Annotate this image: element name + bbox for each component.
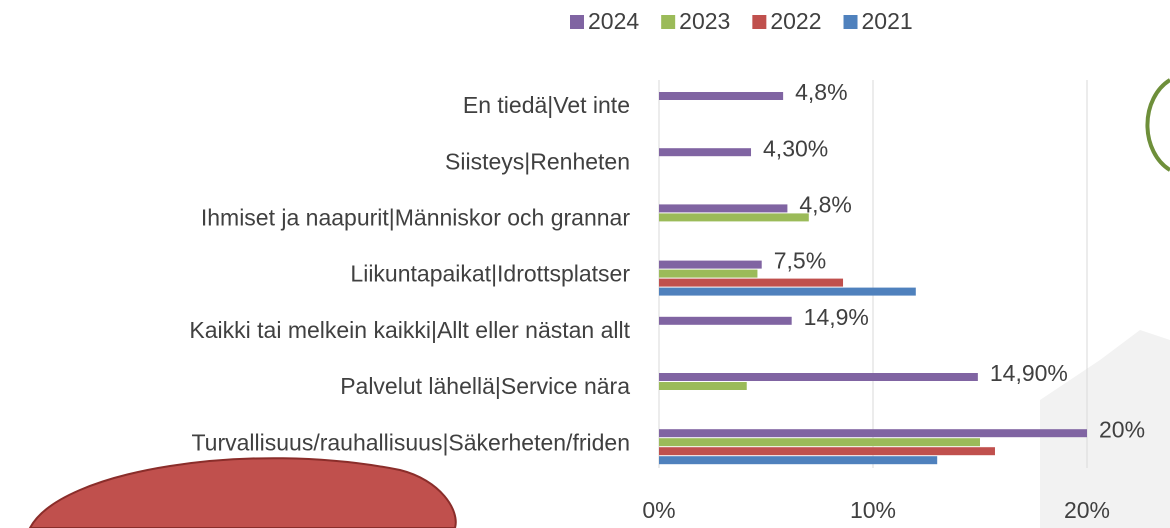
bar (659, 429, 1087, 437)
legend-label: 2024 (588, 8, 639, 34)
bar (659, 373, 978, 381)
category-label: Ihmiset ja naapurit|Människor och granna… (201, 204, 630, 230)
legend-swatch (661, 15, 675, 29)
category-label: Palvelut lähellä|Service nära (340, 373, 630, 399)
legend-swatch (752, 15, 766, 29)
page: 0% 10% 20% 2024 2023 2022 2021 En tiedä|Vet int… (0, 0, 1170, 528)
bar (659, 438, 980, 446)
annotation: 7,5% (774, 248, 826, 274)
bar (659, 279, 843, 287)
x-tick-label: 0% (642, 497, 675, 523)
category-label: Turvallisuus/rauhallisuus|Säkerheten/fri… (191, 429, 630, 455)
bar (659, 213, 809, 221)
category-label: Liikuntapaikat|Idrottsplatser (350, 261, 630, 287)
bar (659, 92, 783, 100)
chart: 0% 10% 20% 2024 2023 2022 2021 En tiedä|Vet int… (0, 0, 1170, 528)
bar (659, 288, 916, 296)
legend-label: 2022 (770, 8, 821, 34)
annotation: 4,8% (795, 79, 847, 105)
decoration-blob (30, 458, 456, 528)
legend-label: 2021 (862, 8, 913, 34)
bar (659, 148, 751, 156)
decoration-ring (1147, 80, 1170, 170)
annotation: 14,9% (804, 304, 869, 330)
bar (659, 261, 762, 269)
category-label: En tiedä|Vet inte (463, 92, 630, 118)
bar (659, 204, 787, 212)
x-tick-label: 10% (850, 497, 896, 523)
category-label: Kaikki tai melkein kaikki|Allt eller näs… (189, 317, 630, 343)
bar (659, 317, 792, 325)
bar (659, 270, 757, 278)
legend-label: 2023 (679, 8, 730, 34)
x-tick-label: 20% (1064, 497, 1110, 523)
legend-swatch (570, 15, 584, 29)
category-label: Siisteys|Renheten (445, 148, 630, 174)
legend-swatch (844, 15, 858, 29)
annotation: 14,90% (990, 360, 1068, 386)
annotation: 4,8% (799, 191, 851, 217)
bar (659, 447, 995, 455)
bar (659, 382, 747, 390)
bar (659, 456, 937, 464)
annotation: 20% (1099, 416, 1145, 442)
annotation: 4,30% (763, 135, 828, 161)
